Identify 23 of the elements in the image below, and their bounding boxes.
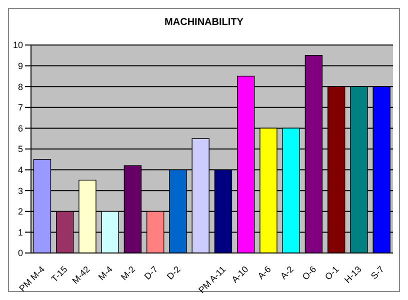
x-tick-label: O-1 (322, 264, 341, 282)
x-tick-label: M-2 (119, 264, 138, 282)
y-tick-label: 3 (18, 186, 23, 196)
y-tick-label: 4 (18, 164, 23, 175)
x-tick-label: S-7 (368, 264, 386, 282)
chart-title: MACHINABILITY (164, 16, 244, 30)
x-tick-label: PM M-4 (17, 264, 47, 294)
x-tick-label: D-7 (142, 264, 160, 282)
y-tick-label: 7 (18, 102, 23, 113)
x-tick-label: O-6 (300, 264, 318, 282)
y-tick-label: 2 (18, 206, 23, 217)
y-tick-label: 5 (18, 144, 23, 154)
y-tick-label: 8 (18, 82, 23, 92)
x-tick-label: M-4 (96, 264, 114, 282)
x-tick-label: A-6 (256, 264, 273, 282)
y-tick-label: 9 (18, 60, 23, 71)
y-tick-label: 1 (18, 227, 23, 238)
x-tick-label: T-15 (49, 264, 70, 284)
y-tick-label: 6 (18, 123, 23, 134)
x-tick-label: D-2 (164, 264, 182, 282)
y-tick-label: 0 (18, 248, 23, 258)
x-tick-label: A-2 (278, 264, 296, 282)
y-tick-label: 10 (12, 40, 23, 50)
